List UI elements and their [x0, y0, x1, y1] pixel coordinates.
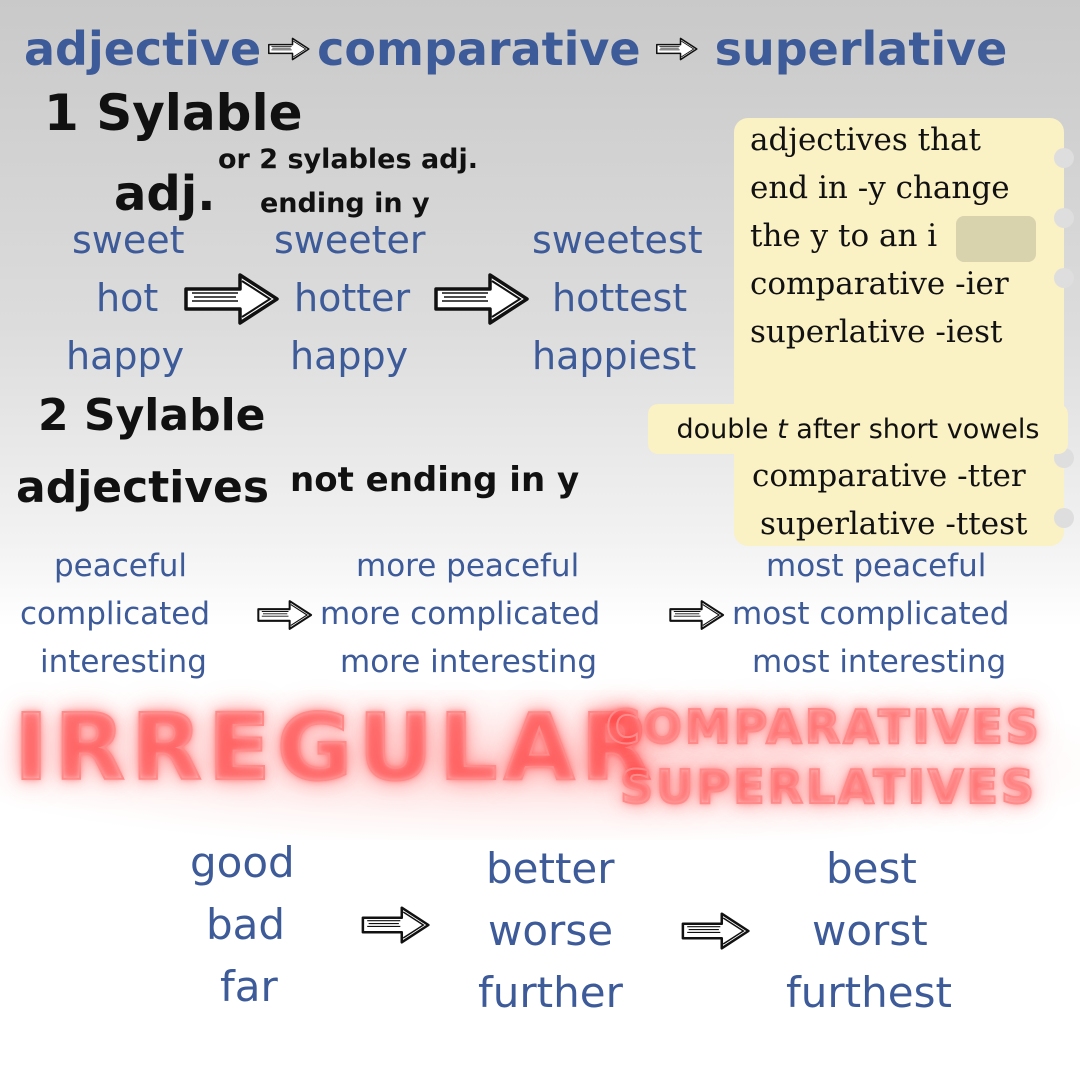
irr-sup: best — [826, 844, 917, 893]
highlight-mark — [956, 216, 1036, 262]
comp-sweeter: sweeter — [274, 218, 426, 262]
comp-happy: happy — [290, 334, 409, 378]
irr-comp: better — [486, 844, 615, 893]
sup-happiest: happiest — [532, 334, 697, 378]
note-line: adjectives that — [750, 122, 982, 158]
adj-label: adj. — [114, 166, 216, 222]
arrow-icon — [360, 898, 432, 952]
sup-sweetest: sweetest — [532, 218, 703, 262]
arrow-icon — [267, 35, 311, 63]
irr-adj: far — [220, 962, 278, 1011]
adj-hot: hot — [96, 276, 159, 320]
neon-glow — [0, 690, 1080, 840]
title-superlative: superlative — [714, 22, 1008, 76]
not-ending-note: not ending in y — [290, 460, 580, 500]
note-line: the y to an i — [750, 218, 938, 254]
arrow-icon — [668, 594, 726, 636]
irr-comp: worse — [488, 906, 614, 955]
note-card — [734, 118, 1074, 546]
note-line: comparative -tter — [752, 458, 1026, 494]
irr-adj: bad — [206, 900, 286, 949]
adj-sweet: sweet — [72, 218, 185, 262]
comp-more-interesting: more interesting — [340, 644, 598, 680]
adj-complicated: complicated — [20, 596, 211, 632]
comp-more-complicated: more complicated — [320, 596, 601, 632]
arrow-icon — [182, 264, 282, 334]
sup-hottest: hottest — [552, 276, 688, 320]
one-syllable-heading: 1 Sylable — [44, 84, 303, 142]
arrow-icon — [432, 264, 532, 334]
adj-happy: happy — [66, 334, 185, 378]
comp-hotter: hotter — [294, 276, 411, 320]
tag-italic: t — [777, 413, 788, 445]
adj-interesting: interesting — [40, 644, 207, 680]
note-line: superlative -iest — [750, 314, 1003, 350]
irr-sup: worst — [812, 906, 928, 955]
page-title: adjective comparative superlative — [24, 22, 1007, 76]
title-comparative: comparative — [317, 22, 641, 76]
note-line: comparative -ier — [750, 266, 1009, 302]
irr-sup: furthest — [786, 968, 952, 1017]
comparatives-banner: COMPARATIVES — [605, 699, 1042, 755]
irr-adj: good — [190, 838, 295, 887]
sub-note-line1: or 2 sylables adj. — [218, 144, 479, 175]
sup-most-peaceful: most peaceful — [766, 548, 987, 584]
adj-peaceful: peaceful — [54, 548, 188, 584]
irregular-banner: IRREGULAR — [13, 693, 658, 802]
note-line: superlative -ttest — [760, 506, 1028, 542]
arrow-icon — [655, 35, 699, 63]
title-adjective: adjective — [24, 22, 262, 76]
superlatives-banner: SUPERLATIVES — [619, 759, 1038, 815]
arrow-icon — [256, 594, 314, 636]
sup-most-interesting: most interesting — [752, 644, 1007, 680]
note-line: end in -y change — [750, 170, 1010, 206]
irr-comp: further — [478, 968, 623, 1017]
two-syllable-heading-2: adjectives — [16, 462, 270, 513]
comp-more-peaceful: more peaceful — [356, 548, 580, 584]
two-syllable-heading: 2 Sylable — [38, 390, 266, 441]
arrow-icon — [680, 904, 752, 958]
sup-most-complicated: most complicated — [732, 596, 1010, 632]
sub-note-line2: ending in y — [260, 188, 430, 219]
double-t-tag: double t after short vowels — [648, 404, 1068, 454]
tag-after: after short vowels — [787, 413, 1040, 445]
tag-before: double — [676, 413, 778, 445]
